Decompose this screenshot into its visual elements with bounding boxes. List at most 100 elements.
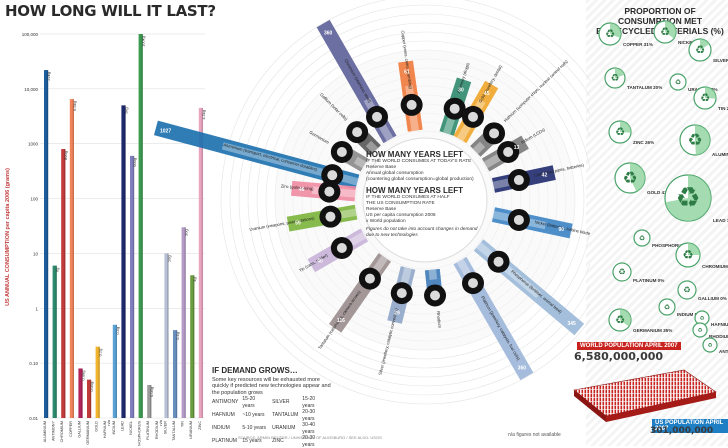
bar-value-label: 0.04g — [149, 387, 154, 397]
element-icon — [406, 99, 417, 110]
recycle-icon: ♻ — [611, 73, 620, 84]
element-icon — [430, 290, 441, 301]
bar-shade — [167, 253, 169, 418]
table-cell: ~10 years — [242, 412, 265, 419]
recycle-icon: ♻ — [700, 93, 710, 105]
recycle-circle — [692, 322, 708, 338]
element-icon — [364, 273, 375, 284]
q1-c: (countering global consumption=global pr… — [366, 177, 474, 182]
recycle-slice — [620, 121, 631, 133]
x-tick-label: HAFNIUM — [103, 421, 107, 438]
recycle-slice — [700, 39, 710, 50]
x-tick-label: CHROMIUM — [60, 421, 64, 442]
recycle-icon: ♻ — [707, 343, 712, 349]
x-tick-label: RHODIUM — [155, 421, 159, 439]
element-icon — [489, 128, 500, 139]
ring — [229, 4, 590, 396]
bar-value-label: 0.05g — [89, 382, 94, 392]
table-cell: INDIUM — [212, 425, 230, 432]
recycle-icon: ♻ — [605, 29, 615, 41]
recycle-title-line1: PROPORTION OF CONSUMPTION MET — [617, 6, 703, 26]
q2-heading: HOW MANY YEARS LEFT — [366, 186, 464, 195]
us-population-label: US POPULATION APRIL 2007 — [652, 419, 728, 433]
y-tick-label: 1000 — [28, 142, 39, 147]
radial-value-label: 1027 — [160, 128, 171, 134]
element-icon — [513, 214, 524, 225]
recycle-slice — [615, 68, 625, 78]
bar — [138, 34, 143, 418]
bar-shade — [64, 149, 66, 418]
element-icon — [336, 243, 347, 253]
ring — [256, 31, 590, 369]
radial-value-label: 30 — [458, 87, 464, 93]
radial-bar-half-us — [472, 141, 486, 155]
bar-value-label: 100kg — [141, 36, 146, 47]
bar-value-label: 0.4g — [175, 332, 180, 340]
bar-value-label: 22kg — [46, 72, 51, 81]
recycle-label: SILVER 16% — [713, 58, 728, 63]
bar-shade — [98, 346, 100, 418]
bar-value-label: 4.5kg — [201, 110, 206, 120]
recycle-label: INDIUM 0% — [677, 312, 701, 317]
y-tick-label: 0.10 — [29, 361, 38, 366]
bar-value-label: 0.2g — [98, 349, 103, 357]
recycle-label: ANTIMONY N/A — [719, 349, 728, 354]
q1-heading: HOW MANY YEARS LEFT — [366, 150, 464, 159]
y-tick-label: 10 — [33, 251, 39, 256]
center-note: Figures do not take into account changes… — [366, 227, 478, 238]
element-icon — [327, 170, 338, 181]
element-icon — [352, 127, 363, 138]
radial-value-label: 116 — [337, 318, 345, 324]
bar-shade — [175, 330, 178, 418]
bar — [190, 275, 195, 418]
recycle-circle — [669, 73, 687, 91]
recycle-icon: ♻ — [660, 27, 670, 39]
element-icon — [372, 111, 382, 122]
table-row: INDIUM 5-10 years URANIUM 30-40 years — [212, 422, 332, 435]
recycle-label: TANTALUM 20% — [627, 85, 662, 90]
bar-shade — [46, 70, 49, 418]
element-icon — [468, 111, 478, 122]
radial-value-label: 360 — [518, 366, 527, 372]
demand-heading: IF DEMAND GROWS… — [212, 366, 298, 375]
radial-value-label: 45 — [484, 91, 490, 97]
recycle-slice — [630, 163, 645, 192]
x-tick-label: PHOSPHORUS — [138, 421, 142, 446]
table-cell: 20-30 years — [302, 409, 316, 422]
recycle-icon: ♻ — [664, 304, 670, 311]
q2-sub2: THE US CONSUMPTION RATE — [366, 201, 435, 206]
bar-value-label: n/a — [158, 419, 163, 425]
us-population-value: 301,000,000 — [650, 426, 714, 436]
bar — [147, 384, 152, 418]
y-tick-label: 1 — [35, 306, 38, 311]
bar-shade — [201, 107, 203, 418]
table-row: PLATINUM 15 years ZINC 20-30 years — [212, 435, 332, 448]
q2-c: x World population — [366, 219, 406, 224]
table-cell: 30-40 years — [302, 422, 316, 435]
bar-shade — [193, 275, 195, 418]
bar-value-label: 6g — [55, 268, 60, 272]
q1-a: Reserve Base — [366, 165, 397, 170]
bar-shade — [115, 324, 117, 418]
table-cell: HAFNIUM — [212, 412, 235, 419]
recycle-icon: ♻ — [675, 182, 700, 213]
radial-value-label: 345 — [567, 321, 576, 327]
x-tick-label: GOLD — [95, 421, 99, 432]
x-tick-label: ALUMINIUM — [43, 421, 47, 442]
q2-b: US per capita consumption 2006 — [366, 213, 436, 218]
q1-sub: IF THE WORLD CONSUMES AT TODAY'S RATE — [366, 159, 472, 164]
world-population-label: WORLD POPULATION APRIL 2007 — [577, 342, 681, 350]
bar-value-label: 10g — [166, 255, 171, 262]
recycle-label: GERMANIUM 35% — [633, 328, 672, 333]
population-figures-illustration — [573, 369, 717, 422]
bar-value-label: 5kg — [123, 107, 128, 113]
q2-a: Reserve Base — [366, 207, 397, 212]
table-row: HAFNIUM ~10 years TANTALUM 20-30 years — [212, 409, 332, 422]
recycle-icon: ♻ — [697, 328, 702, 334]
x-tick-label: URANIUM — [189, 421, 193, 439]
bar-value-label: n/a — [106, 419, 111, 425]
recycle-icon: ♻ — [682, 248, 693, 262]
bar-shade — [72, 99, 74, 418]
bar-value-label: 0.08g — [80, 370, 85, 380]
element-icon — [513, 175, 524, 186]
